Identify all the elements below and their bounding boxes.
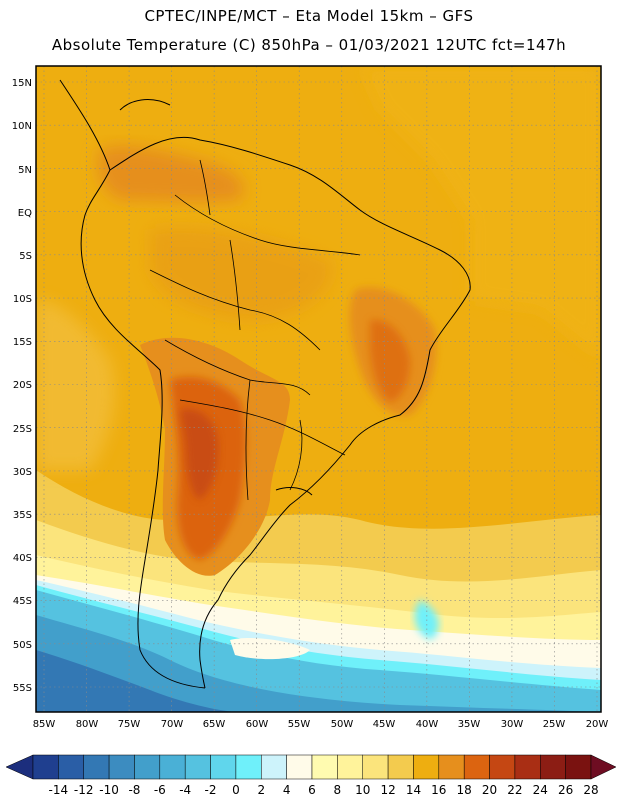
colorbar-under-arrow (5, 754, 34, 780)
colorbar-tick-label: 16 (431, 783, 446, 797)
colorbar-swatch (540, 754, 566, 780)
lat-label: 5N (18, 165, 32, 176)
colorbar-swatch (83, 754, 110, 780)
lat-label: 10S (13, 294, 32, 305)
colorbar: -14 -12 -10 -8 -6 -4 -2 0 2 4 6 8 10 12 14 16 18 20 22 24 26… (5, 754, 617, 797)
colorbar-tick-label: 14 (406, 783, 421, 797)
colorbar-tick-label: -8 (128, 783, 140, 797)
colorbar-swatch (387, 754, 414, 780)
latitude-axis: 15N 10N 5N EQ 5S 10S 15S 20S 25S 30S 35S… (12, 78, 32, 694)
colorbar-tick-label: -6 (154, 783, 166, 797)
temperature-field (36, 66, 601, 712)
lon-label: 70W (161, 719, 184, 730)
colorbar-swatch (134, 754, 161, 780)
colorbar-swatch (489, 754, 516, 780)
colorbar-swatch (210, 754, 237, 780)
lon-label: 65W (203, 719, 226, 730)
colorbar-tick-label: 20 (482, 783, 497, 797)
colorbar-tick-label: 22 (507, 783, 522, 797)
colorbar-swatch (514, 754, 541, 780)
lat-label: 25S (13, 424, 32, 435)
lat-label: 35S (13, 510, 32, 521)
lat-label: 20S (13, 380, 32, 391)
colorbar-tick-label: 2 (257, 783, 265, 797)
colorbar-tick-label: 18 (457, 783, 472, 797)
colorbar-tick-label: 4 (283, 783, 291, 797)
lon-label: 20W (586, 719, 609, 730)
colorbar-swatch (337, 754, 363, 780)
lon-label: 25W (543, 719, 566, 730)
lat-label: 45S (13, 596, 32, 607)
lat-label: EQ (18, 208, 32, 219)
colorbar-tick-label: -2 (205, 783, 217, 797)
colorbar-over-arrow (590, 754, 617, 780)
lat-label: 30S (13, 467, 32, 478)
map-frame (35, 65, 602, 713)
colorbar-swatch (184, 754, 211, 780)
lat-label: 40S (13, 553, 32, 564)
colorbar-swatch (261, 754, 287, 780)
colorbar-tick-label: 28 (583, 783, 598, 797)
colorbar-tick-label: 26 (558, 783, 573, 797)
colorbar-tick-label: -12 (74, 783, 94, 797)
longitude-axis: 85W 80W 75W 70W 65W 60W 55W 50W 45W 40W … (33, 719, 609, 730)
lon-label: 75W (118, 719, 141, 730)
colorbar-swatch (565, 754, 592, 780)
colorbar-tick-label: 24 (533, 783, 548, 797)
lon-label: 80W (76, 719, 99, 730)
colorbar-swatch (159, 754, 186, 780)
lat-label: 15N (12, 78, 32, 89)
colorbar-swatch (311, 754, 338, 780)
colorbar-swatch (108, 754, 135, 780)
colorbar-tick-label: 12 (380, 783, 395, 797)
lon-label: 30W (501, 719, 524, 730)
colorbar-swatch (463, 754, 490, 780)
lon-label: 50W (331, 719, 354, 730)
colorbar-tick-label: -10 (99, 783, 119, 797)
colorbar-tick-label: 6 (308, 783, 316, 797)
colorbar-swatch (235, 754, 262, 780)
colorbar-tick-label: -14 (49, 783, 69, 797)
map-title-line1: CPTEC/INPE/MCT – Eta Model 15km – GFS (144, 7, 474, 25)
lon-label: 35W (458, 719, 481, 730)
colorbar-tick-label: 8 (334, 783, 342, 797)
lat-label: 5S (19, 251, 32, 262)
colorbar-swatch (58, 754, 84, 780)
lat-label: 15S (13, 337, 32, 348)
country-borders (149, 159, 361, 501)
lat-label: 10N (12, 121, 32, 132)
lon-label: 45W (373, 719, 396, 730)
colorbar-tick-label: -4 (179, 783, 191, 797)
colorbar-swatch (413, 754, 440, 780)
colorbar-swatch (362, 754, 389, 780)
colorbar-swatch (286, 754, 313, 780)
colorbar-tick-label: 0 (232, 783, 240, 797)
lon-label: 60W (246, 719, 269, 730)
lon-label: 40W (416, 719, 439, 730)
lat-label: 55S (13, 683, 32, 694)
lat-label: 50S (13, 640, 32, 651)
lon-label: 55W (288, 719, 311, 730)
map-title-line2: Absolute Temperature (C) 850hPa – 01/03/… (51, 36, 567, 54)
colorbar-swatch (438, 754, 465, 780)
coastlines (59, 79, 471, 689)
colorbar-tick-label: 10 (355, 783, 370, 797)
lon-label: 85W (33, 719, 56, 730)
colorbar-swatch (32, 754, 59, 780)
